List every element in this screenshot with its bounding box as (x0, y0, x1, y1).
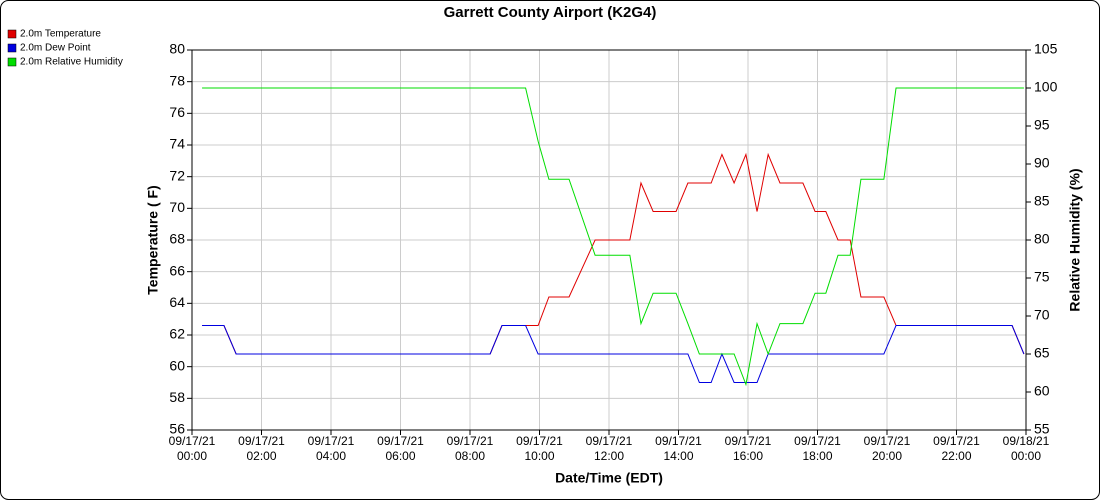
x-tick-label: 12:00 (594, 449, 624, 463)
x-tick-label: 22:00 (941, 449, 971, 463)
x-tick-label: 09/17/21 (169, 434, 216, 448)
x-tick-label: 10:00 (524, 449, 554, 463)
plot-border (191, 49, 1027, 431)
x-tick-label: 09/17/21 (377, 434, 424, 448)
x-tick-label: 02:00 (246, 449, 276, 463)
y2-tick-label: 65 (1034, 345, 1050, 361)
y2-tick-label: 70 (1034, 307, 1050, 323)
y2-axis-label: Relative Humidity (%) (1067, 168, 1083, 311)
y-tick-label: 58 (169, 389, 185, 405)
x-tick-label: 09/17/21 (516, 434, 563, 448)
y-tick-label: 66 (169, 262, 185, 278)
y2-tick-label: 100 (1034, 79, 1058, 95)
y-axis-label: Temperature ( F) (145, 185, 161, 294)
y-tick-label: 76 (169, 104, 185, 120)
legend-label: 2.0m Relative Humidity (20, 57, 123, 68)
data-line (202, 87, 1024, 387)
x-tick-label: 18:00 (802, 449, 832, 463)
x-tick-label: 20:00 (872, 449, 902, 463)
x-tick-label: 06:00 (385, 449, 415, 463)
x-tick-label: 04:00 (316, 449, 346, 463)
y-tick-label: 72 (169, 167, 185, 183)
legend-swatch (7, 57, 17, 67)
x-tick-label: 09/17/21 (794, 434, 841, 448)
y2-tick-label: 105 (1034, 41, 1058, 57)
x-tick-label: 00:00 (1011, 449, 1041, 463)
x-tick-label: 09/17/21 (933, 434, 980, 448)
data-line (202, 152, 1025, 355)
x-tick-label: 09/17/21 (238, 434, 285, 448)
y2-tick-label: 95 (1034, 117, 1050, 133)
x-tick-label: 09/18/21 (1003, 434, 1050, 448)
y2-tick-label: 90 (1034, 155, 1050, 171)
y2-tick-label: 75 (1034, 269, 1050, 285)
legend-swatch (7, 43, 17, 53)
y2-tick-label: 60 (1034, 383, 1050, 399)
chart-title: Garrett County Airport (K2G4) (444, 4, 657, 21)
y-tick-label: 78 (169, 72, 185, 88)
data-line (202, 325, 1025, 383)
y-tick-label: 70 (169, 199, 185, 215)
x-tick-label: 14:00 (663, 449, 693, 463)
x-tick-label: 09/17/21 (864, 434, 911, 448)
x-tick-label: 09/17/21 (447, 434, 494, 448)
y-tick-label: 74 (169, 136, 185, 152)
y-tick-label: 62 (169, 326, 185, 342)
x-tick-label: 09/17/21 (308, 434, 355, 448)
x-tick-label: 00:00 (177, 449, 207, 463)
x-tick-label: 09/17/21 (655, 434, 702, 448)
y2-tick-label: 80 (1034, 231, 1050, 247)
x-tick-label: 09/17/21 (586, 434, 633, 448)
legend-label: 2.0m Temperature (20, 29, 101, 40)
y2-tick-label: 85 (1034, 193, 1050, 209)
y-tick-label: 80 (169, 41, 185, 57)
y-tick-label: 60 (169, 357, 185, 373)
legend-swatch (7, 29, 17, 39)
x-axis-label: Date/Time (EDT) (555, 470, 663, 486)
y-tick-label: 68 (169, 231, 185, 247)
y2-tick-label: 55 (1034, 421, 1050, 437)
x-tick-label: 08:00 (455, 449, 485, 463)
x-tick-label: 09/17/21 (725, 434, 772, 448)
legend-label: 2.0m Dew Point (20, 43, 91, 54)
x-tick-label: 16:00 (733, 449, 763, 463)
y-tick-label: 56 (169, 421, 185, 437)
y-tick-label: 64 (169, 294, 185, 310)
